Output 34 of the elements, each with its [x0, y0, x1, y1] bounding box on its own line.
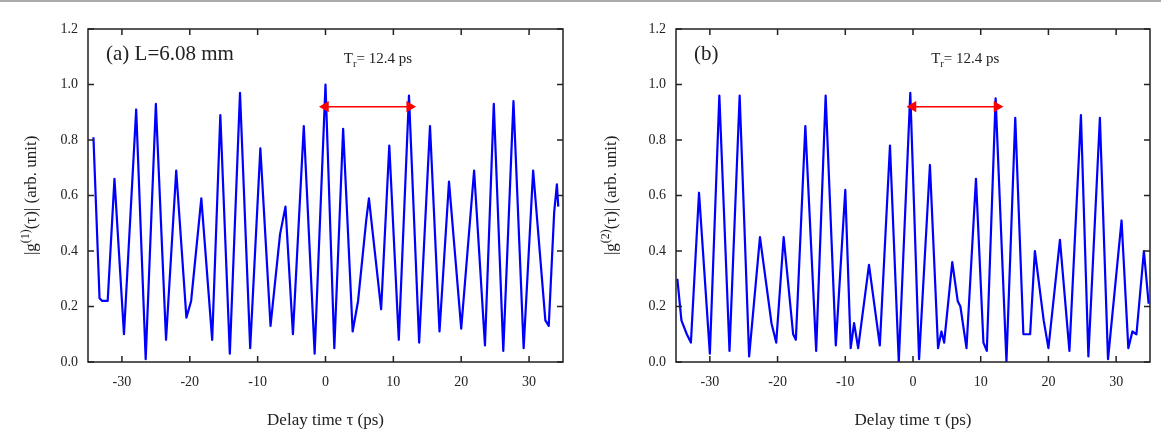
x-tick-label: 30: [522, 374, 537, 390]
y-tick-label: 0.4: [648, 242, 666, 258]
y-tick-label: 0.6: [648, 187, 666, 203]
y-tick-label: 0.4: [60, 242, 78, 258]
x-tick-label: -10: [835, 374, 855, 390]
annotation: T$_{r}$= 12.4 ps: [343, 49, 412, 69]
y-tick-label: 1.0: [60, 76, 78, 92]
x-tick-label: 10: [386, 374, 401, 390]
x-tick-label: 30: [1109, 374, 1124, 390]
y-tick-label: 1.2: [60, 20, 78, 36]
y-tick-label: 0.2: [648, 298, 666, 314]
y-tick-label: 1.2: [648, 20, 666, 36]
x-tick-label: -10: [248, 374, 267, 390]
x-tick-label: 0: [322, 374, 329, 390]
y-tick-label: 0.8: [648, 131, 666, 147]
x-tick-label: 0: [909, 374, 917, 390]
y-tick-label: 0.0: [648, 353, 666, 369]
y-tick-label: 0.2: [60, 298, 78, 314]
x-tick-label: -30: [112, 374, 132, 390]
text: (b): [694, 41, 719, 66]
y-tick-label: 0.0: [60, 353, 78, 369]
y-tick-label: 0.6: [60, 187, 78, 203]
x-tick-label: -20: [180, 374, 200, 390]
x-axis-title: Delay time τ (ps): [267, 410, 384, 430]
x-tick-label: -30: [700, 374, 720, 390]
annotation: T$_{r}$= 12.4 ps: [931, 49, 1000, 69]
x-axis-title: Delay time τ (ps): [854, 410, 972, 430]
y-tick-label: 1.0: [648, 76, 666, 92]
x-tick-label: 10: [973, 374, 988, 390]
x-tick-label: -20: [768, 374, 787, 390]
x-tick-label: 20: [1041, 374, 1056, 390]
text: (a) L=6.08 mm: [106, 41, 234, 66]
y-tick-label: 0.8: [60, 131, 78, 147]
x-tick-label: 20: [454, 374, 469, 390]
